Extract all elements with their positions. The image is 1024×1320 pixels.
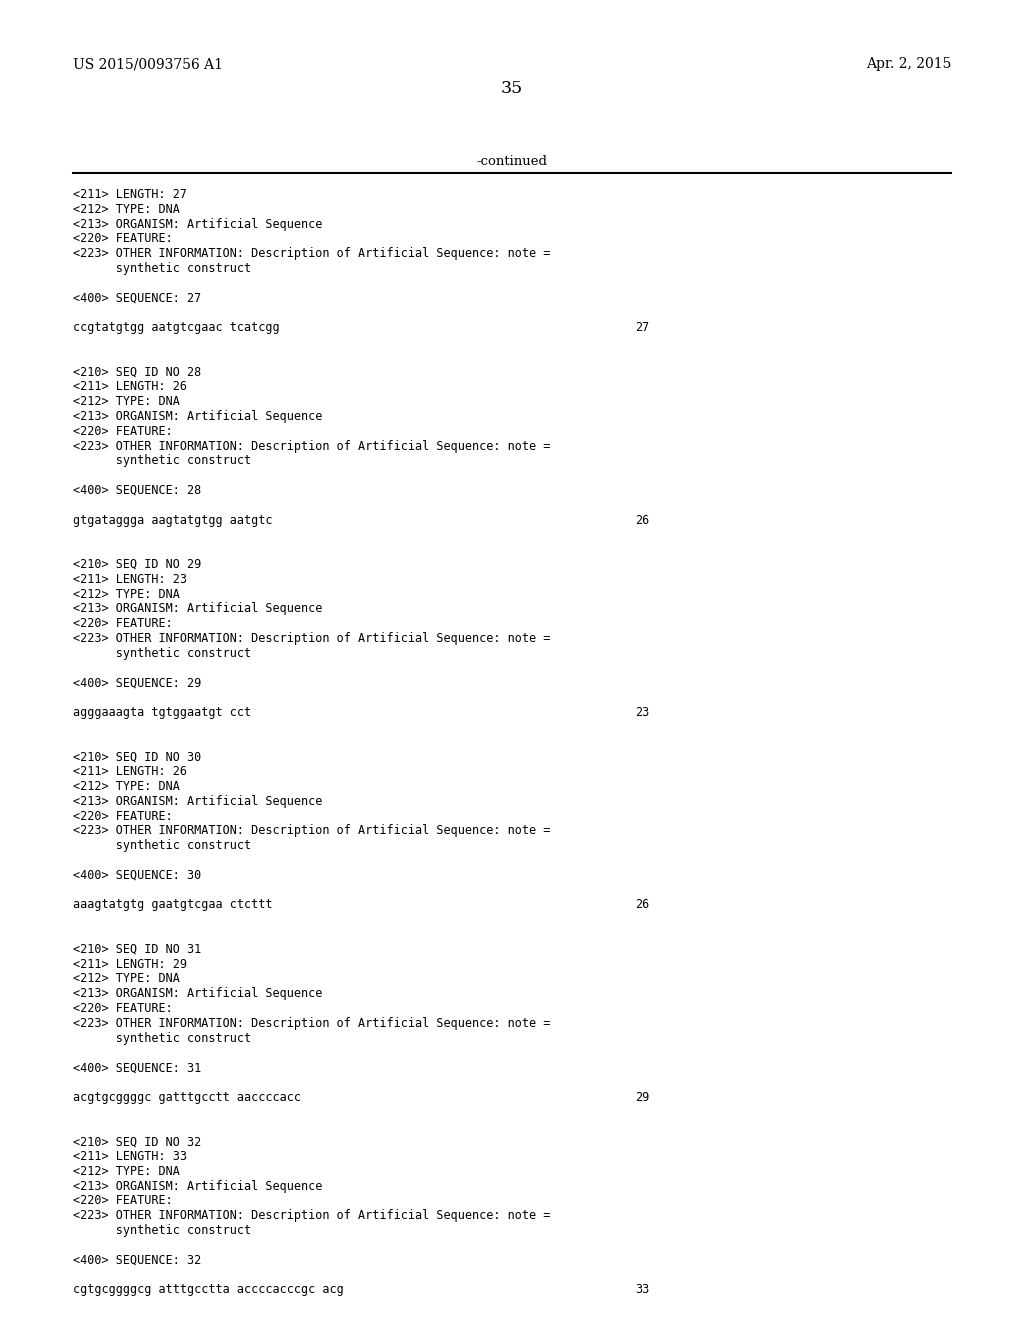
Text: synthetic construct: synthetic construct — [73, 1032, 251, 1044]
Text: 35: 35 — [501, 81, 523, 96]
Text: <210> SEQ ID NO 28: <210> SEQ ID NO 28 — [73, 366, 202, 379]
Text: <210> SEQ ID NO 29: <210> SEQ ID NO 29 — [73, 558, 202, 572]
Text: <211> LENGTH: 29: <211> LENGTH: 29 — [73, 957, 187, 970]
Text: <220> FEATURE:: <220> FEATURE: — [73, 1195, 173, 1208]
Text: <220> FEATURE:: <220> FEATURE: — [73, 809, 173, 822]
Text: synthetic construct: synthetic construct — [73, 454, 251, 467]
Text: <212> TYPE: DNA: <212> TYPE: DNA — [73, 587, 180, 601]
Text: <213> ORGANISM: Artificial Sequence: <213> ORGANISM: Artificial Sequence — [73, 1180, 323, 1192]
Text: <400> SEQUENCE: 32: <400> SEQUENCE: 32 — [73, 1254, 202, 1267]
Text: <212> TYPE: DNA: <212> TYPE: DNA — [73, 395, 180, 408]
Text: 29: 29 — [635, 1090, 649, 1104]
Text: <400> SEQUENCE: 28: <400> SEQUENCE: 28 — [73, 484, 202, 498]
Text: <211> LENGTH: 26: <211> LENGTH: 26 — [73, 380, 187, 393]
Text: acgtgcggggc gatttgcctt aaccccacc: acgtgcggggc gatttgcctt aaccccacc — [73, 1090, 301, 1104]
Text: <213> ORGANISM: Artificial Sequence: <213> ORGANISM: Artificial Sequence — [73, 218, 323, 231]
Text: aaagtatgtg gaatgtcgaa ctcttt: aaagtatgtg gaatgtcgaa ctcttt — [73, 899, 272, 911]
Text: <223> OTHER INFORMATION: Description of Artificial Sequence: note =: <223> OTHER INFORMATION: Description of … — [73, 247, 550, 260]
Text: <210> SEQ ID NO 31: <210> SEQ ID NO 31 — [73, 942, 202, 956]
Text: <213> ORGANISM: Artificial Sequence: <213> ORGANISM: Artificial Sequence — [73, 411, 323, 422]
Text: synthetic construct: synthetic construct — [73, 1224, 251, 1237]
Text: <210> SEQ ID NO 30: <210> SEQ ID NO 30 — [73, 750, 202, 763]
Text: <212> TYPE: DNA: <212> TYPE: DNA — [73, 1164, 180, 1177]
Text: <211> LENGTH: 33: <211> LENGTH: 33 — [73, 1150, 187, 1163]
Text: <223> OTHER INFORMATION: Description of Artificial Sequence: note =: <223> OTHER INFORMATION: Description of … — [73, 440, 550, 453]
Text: 27: 27 — [635, 321, 649, 334]
Text: <400> SEQUENCE: 29: <400> SEQUENCE: 29 — [73, 676, 202, 689]
Text: agggaaagta tgtggaatgt cct: agggaaagta tgtggaatgt cct — [73, 706, 251, 719]
Text: <213> ORGANISM: Artificial Sequence: <213> ORGANISM: Artificial Sequence — [73, 795, 323, 808]
Text: synthetic construct: synthetic construct — [73, 840, 251, 853]
Text: <400> SEQUENCE: 27: <400> SEQUENCE: 27 — [73, 292, 202, 305]
Text: 26: 26 — [635, 899, 649, 911]
Text: <220> FEATURE:: <220> FEATURE: — [73, 618, 173, 630]
Text: <212> TYPE: DNA: <212> TYPE: DNA — [73, 203, 180, 215]
Text: 33: 33 — [635, 1283, 649, 1296]
Text: ccgtatgtgg aatgtcgaac tcatcgg: ccgtatgtgg aatgtcgaac tcatcgg — [73, 321, 280, 334]
Text: <213> ORGANISM: Artificial Sequence: <213> ORGANISM: Artificial Sequence — [73, 602, 323, 615]
Text: 23: 23 — [635, 706, 649, 719]
Text: 26: 26 — [635, 513, 649, 527]
Text: <220> FEATURE:: <220> FEATURE: — [73, 425, 173, 438]
Text: synthetic construct: synthetic construct — [73, 647, 251, 660]
Text: <211> LENGTH: 23: <211> LENGTH: 23 — [73, 573, 187, 586]
Text: <220> FEATURE:: <220> FEATURE: — [73, 232, 173, 246]
Text: <220> FEATURE:: <220> FEATURE: — [73, 1002, 173, 1015]
Text: <223> OTHER INFORMATION: Description of Artificial Sequence: note =: <223> OTHER INFORMATION: Description of … — [73, 1209, 550, 1222]
Text: <400> SEQUENCE: 30: <400> SEQUENCE: 30 — [73, 869, 202, 882]
Text: <212> TYPE: DNA: <212> TYPE: DNA — [73, 973, 180, 986]
Text: cgtgcggggcg atttgcctta accccacccgc acg: cgtgcggggcg atttgcctta accccacccgc acg — [73, 1283, 344, 1296]
Text: <223> OTHER INFORMATION: Description of Artificial Sequence: note =: <223> OTHER INFORMATION: Description of … — [73, 825, 550, 837]
Text: <400> SEQUENCE: 31: <400> SEQUENCE: 31 — [73, 1061, 202, 1074]
Text: <211> LENGTH: 26: <211> LENGTH: 26 — [73, 766, 187, 779]
Text: <211> LENGTH: 27: <211> LENGTH: 27 — [73, 187, 187, 201]
Text: <223> OTHER INFORMATION: Description of Artificial Sequence: note =: <223> OTHER INFORMATION: Description of … — [73, 1016, 550, 1030]
Text: <213> ORGANISM: Artificial Sequence: <213> ORGANISM: Artificial Sequence — [73, 987, 323, 1001]
Text: synthetic construct: synthetic construct — [73, 261, 251, 275]
Text: <223> OTHER INFORMATION: Description of Artificial Sequence: note =: <223> OTHER INFORMATION: Description of … — [73, 632, 550, 645]
Text: <212> TYPE: DNA: <212> TYPE: DNA — [73, 780, 180, 793]
Text: <210> SEQ ID NO 32: <210> SEQ ID NO 32 — [73, 1135, 202, 1148]
Text: US 2015/0093756 A1: US 2015/0093756 A1 — [73, 57, 223, 71]
Text: Apr. 2, 2015: Apr. 2, 2015 — [865, 57, 951, 71]
Text: -continued: -continued — [476, 154, 548, 168]
Text: gtgataggga aagtatgtgg aatgtc: gtgataggga aagtatgtgg aatgtc — [73, 513, 272, 527]
